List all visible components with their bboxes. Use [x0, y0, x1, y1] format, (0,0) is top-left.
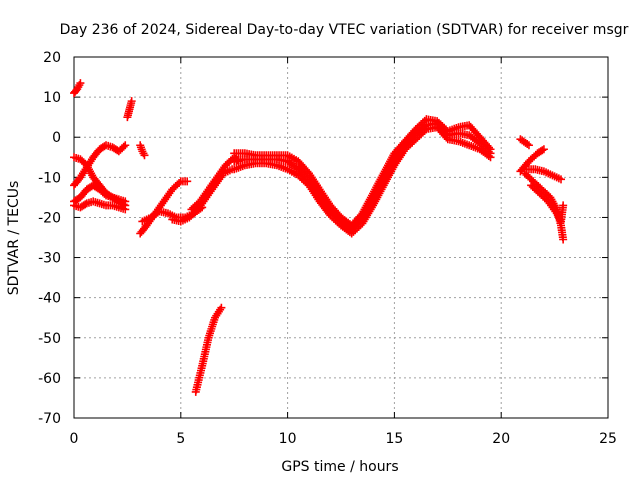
series-f	[123, 97, 136, 122]
x-tick-label: 20	[492, 431, 510, 447]
data-point	[523, 140, 532, 149]
y-tick-labels: 20 10 0 -10 -20 -30 -40 -50 -60 -70	[38, 50, 61, 427]
series-h	[136, 177, 192, 238]
series-o	[230, 119, 495, 234]
series-t	[527, 181, 568, 226]
data-point	[559, 235, 568, 244]
data-point	[557, 175, 566, 184]
series-l	[191, 303, 226, 396]
y-tick-label: 10	[43, 90, 61, 106]
x-tick-labels: 0 5 10 15 20 25	[70, 431, 617, 447]
plot-area-border	[73, 56, 609, 419]
y-tick-label: -30	[38, 251, 61, 267]
data-point	[183, 177, 192, 186]
data-point	[524, 141, 533, 150]
data-point	[127, 97, 136, 106]
data-point	[81, 200, 90, 209]
y-tick-label: 0	[52, 130, 61, 146]
y-axis-title: SDTVAR / TECUs	[6, 181, 22, 296]
y-tick-label: -60	[38, 371, 61, 387]
data-point	[539, 145, 548, 154]
x-tick-label: 0	[70, 431, 79, 447]
data-point	[121, 197, 130, 206]
series-c	[70, 141, 130, 190]
data-point	[559, 201, 568, 210]
series-s	[520, 169, 568, 244]
y-tick-label: -10	[38, 170, 61, 186]
data-point	[76, 79, 85, 88]
x-tick-label: 5	[176, 431, 185, 447]
x-tick-label: 15	[385, 431, 403, 447]
series-g	[136, 141, 149, 160]
data-markers	[70, 79, 568, 396]
data-point	[140, 151, 149, 160]
y-tick-label: -40	[38, 291, 61, 307]
data-point	[420, 122, 429, 131]
x-axis-title: GPS time / hours	[281, 459, 398, 475]
data-point	[486, 149, 495, 158]
data-point	[484, 147, 493, 156]
x-tick-label: 25	[599, 431, 617, 447]
data-point	[217, 303, 226, 312]
y-tick-label: -20	[38, 210, 61, 226]
series-k	[168, 165, 237, 226]
chart-title: Day 236 of 2024, Sidereal Day-to-day VTE…	[60, 22, 629, 38]
y-tick-label: -50	[38, 331, 61, 347]
x-tick-label: 10	[279, 431, 297, 447]
data-point	[538, 146, 547, 155]
data-point	[442, 129, 451, 138]
data-point	[121, 141, 130, 150]
series-a	[70, 79, 85, 98]
data-point	[121, 205, 130, 214]
y-tick-label: -70	[38, 411, 61, 427]
gridlines	[74, 57, 608, 418]
data-point	[175, 178, 184, 187]
series-e	[70, 197, 130, 214]
data-point	[119, 142, 128, 151]
series-d	[70, 181, 130, 206]
axis-ticks	[73, 56, 609, 419]
series-p	[516, 135, 533, 150]
y-tick-label: 20	[43, 50, 61, 66]
